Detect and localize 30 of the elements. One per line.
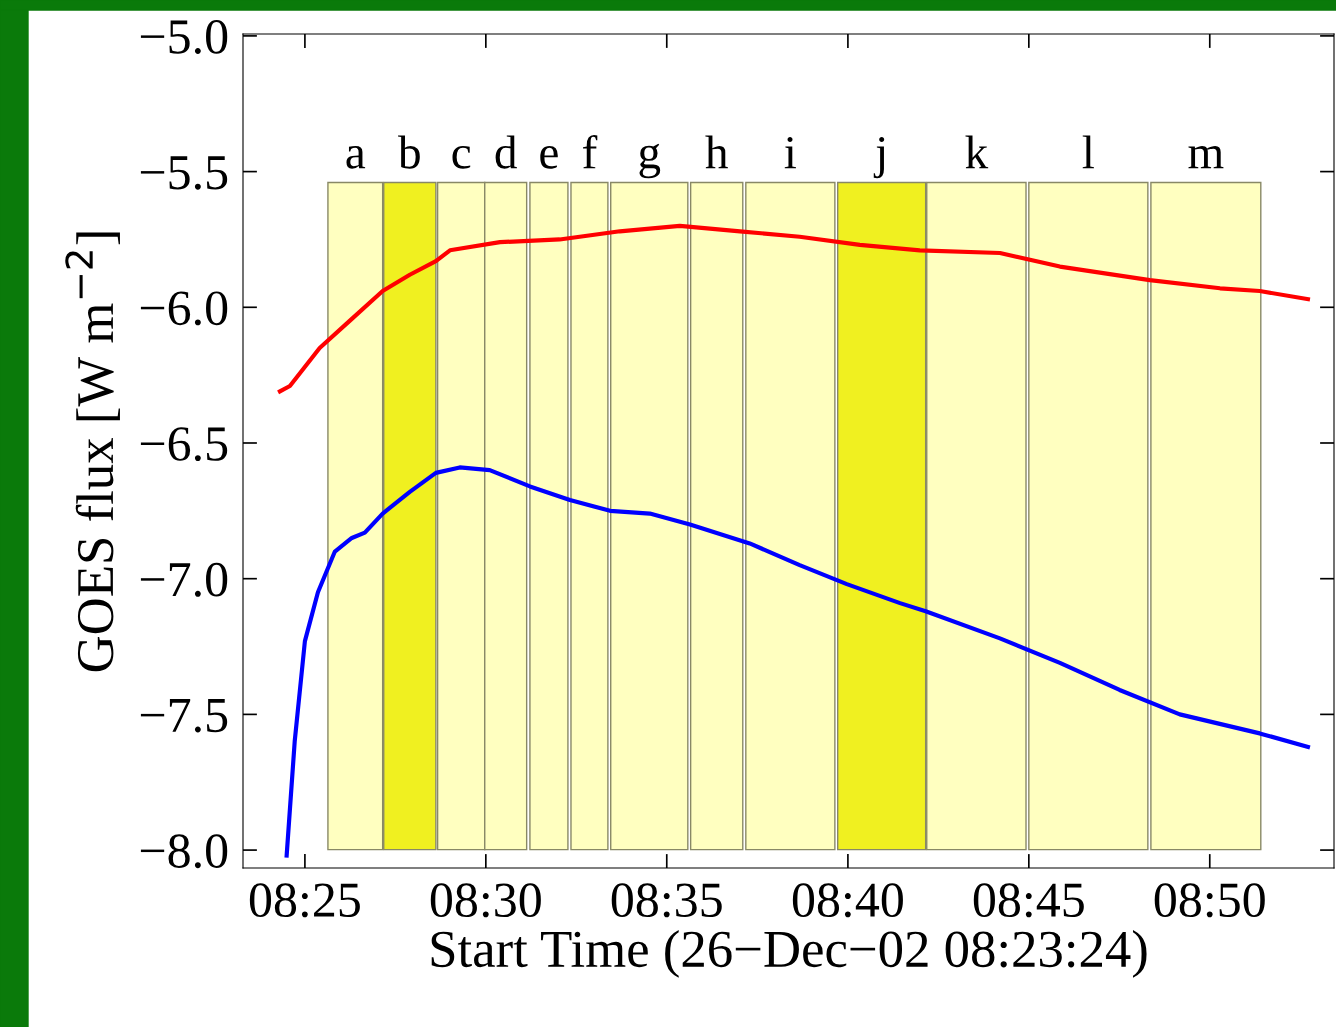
y-tick-label: −5.0 xyxy=(140,20,228,54)
x-tick-label: 08:50 xyxy=(1154,883,1265,918)
band-label: l xyxy=(1082,135,1094,169)
band-label: a xyxy=(346,146,366,169)
x-tick-label: 08:25 xyxy=(249,883,360,918)
y-tick-label: −5.5 xyxy=(140,156,228,190)
y-tick-label: −7.5 xyxy=(140,699,228,733)
y-tick-label: −8.0 xyxy=(140,834,228,869)
y-tick-label: −6.5 xyxy=(140,427,228,462)
y-tick-label: −6.0 xyxy=(140,291,228,326)
band-label: b xyxy=(398,135,420,169)
line-series xyxy=(277,223,1311,394)
band-label: m xyxy=(1188,145,1224,169)
band-label: i xyxy=(784,136,797,169)
x-tick-label: 08:35 xyxy=(611,883,722,918)
x-tick-label: 08:45 xyxy=(973,883,1084,918)
band-label: e xyxy=(540,145,558,169)
band-label: d xyxy=(495,135,517,169)
band-label: c xyxy=(452,145,471,169)
x-tick-label: 08:40 xyxy=(792,883,903,918)
band-label: k xyxy=(965,135,989,169)
y-tick-label: −7.0 xyxy=(140,562,228,597)
line-series xyxy=(284,465,1311,858)
band-label: f xyxy=(583,134,598,169)
band-label: h xyxy=(705,135,728,169)
x-tick-label: 08:30 xyxy=(430,883,541,918)
x-axis-title: Start Time (26−Dec−02 08:23:24) xyxy=(431,930,1147,978)
y-axis-title: GOES flux [W m$^{−2}$] xyxy=(65,232,120,672)
band-label: j xyxy=(873,136,885,179)
band-label: g xyxy=(639,143,661,179)
